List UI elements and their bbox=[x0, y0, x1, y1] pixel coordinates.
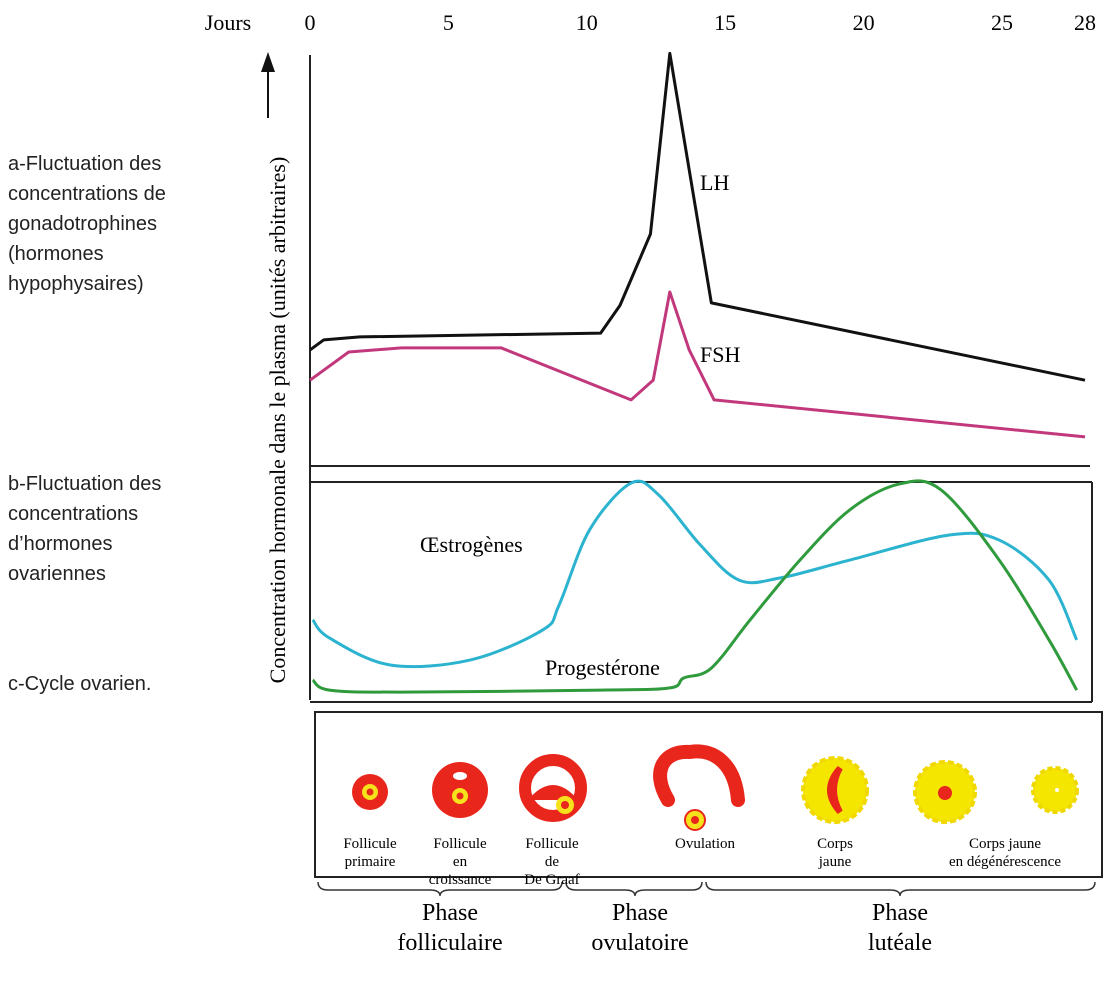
stage-caption: Corps jaune bbox=[969, 836, 1041, 852]
stage-caption: Follicule bbox=[433, 836, 487, 852]
curve-label: Œstrogènes bbox=[420, 532, 523, 557]
x-tick-label: 5 bbox=[443, 10, 454, 35]
curve-label: LH bbox=[700, 170, 729, 195]
x-title: Jours bbox=[205, 10, 251, 35]
stage-caption: Follicule bbox=[343, 836, 397, 852]
x-tick-label: 20 bbox=[853, 10, 875, 35]
phase-label: Phase bbox=[872, 900, 928, 926]
panel-label: a-Fluctuation des bbox=[8, 153, 161, 175]
figure: Concentration hormonale dans le plasma (… bbox=[0, 0, 1119, 981]
stage-caption: jaune bbox=[818, 854, 852, 870]
phase-label: lutéale bbox=[868, 930, 932, 956]
curve-label: FSH bbox=[700, 342, 740, 367]
panel-label: gonadotrophines bbox=[8, 213, 157, 235]
panel-label: d’hormones bbox=[8, 533, 113, 555]
hormone-curve bbox=[310, 53, 1085, 380]
x-tick-label: 25 bbox=[991, 10, 1013, 35]
phase-label: Phase bbox=[422, 900, 478, 926]
x-tick-label: 10 bbox=[576, 10, 598, 35]
panel-label: concentrations bbox=[8, 503, 138, 525]
curve-label: Progestérone bbox=[545, 655, 660, 680]
panel-label: c-Cycle ovarien. bbox=[8, 673, 151, 695]
stage-caption: de bbox=[545, 854, 560, 870]
x-tick-label: 28 bbox=[1074, 10, 1096, 35]
stage-caption: primaire bbox=[345, 854, 396, 870]
x-tick-label: 0 bbox=[305, 10, 316, 35]
phase-label: Phase bbox=[612, 900, 668, 926]
stage-caption: Corps bbox=[817, 836, 853, 852]
hormone-curve bbox=[310, 292, 1085, 437]
hormone-curve bbox=[313, 481, 1077, 692]
stage-caption: en dégénérescence bbox=[949, 854, 1061, 870]
stage-caption: croissance bbox=[429, 872, 492, 888]
phase-label: ovulatoire bbox=[591, 930, 688, 956]
stage-caption: en bbox=[453, 854, 468, 870]
stage-caption: Follicule bbox=[525, 836, 579, 852]
panel-label: b-Fluctuation des bbox=[8, 473, 161, 495]
x-tick-label: 15 bbox=[714, 10, 736, 35]
panel-label: hypophysaires) bbox=[8, 273, 144, 295]
stage-caption: Ovulation bbox=[675, 836, 735, 852]
panel-label: (hormones bbox=[8, 243, 104, 265]
y-arrow bbox=[261, 52, 275, 118]
phase-label: folliculaire bbox=[397, 930, 502, 956]
panel-label: ovariennes bbox=[8, 563, 106, 585]
y-title: Concentration hormonale dans le plasma (… bbox=[265, 157, 290, 684]
hormone-curve bbox=[313, 481, 1077, 667]
follicles bbox=[352, 751, 1077, 830]
panel-label: concentrations de bbox=[8, 183, 166, 205]
stage-caption: De Graaf bbox=[524, 872, 579, 888]
